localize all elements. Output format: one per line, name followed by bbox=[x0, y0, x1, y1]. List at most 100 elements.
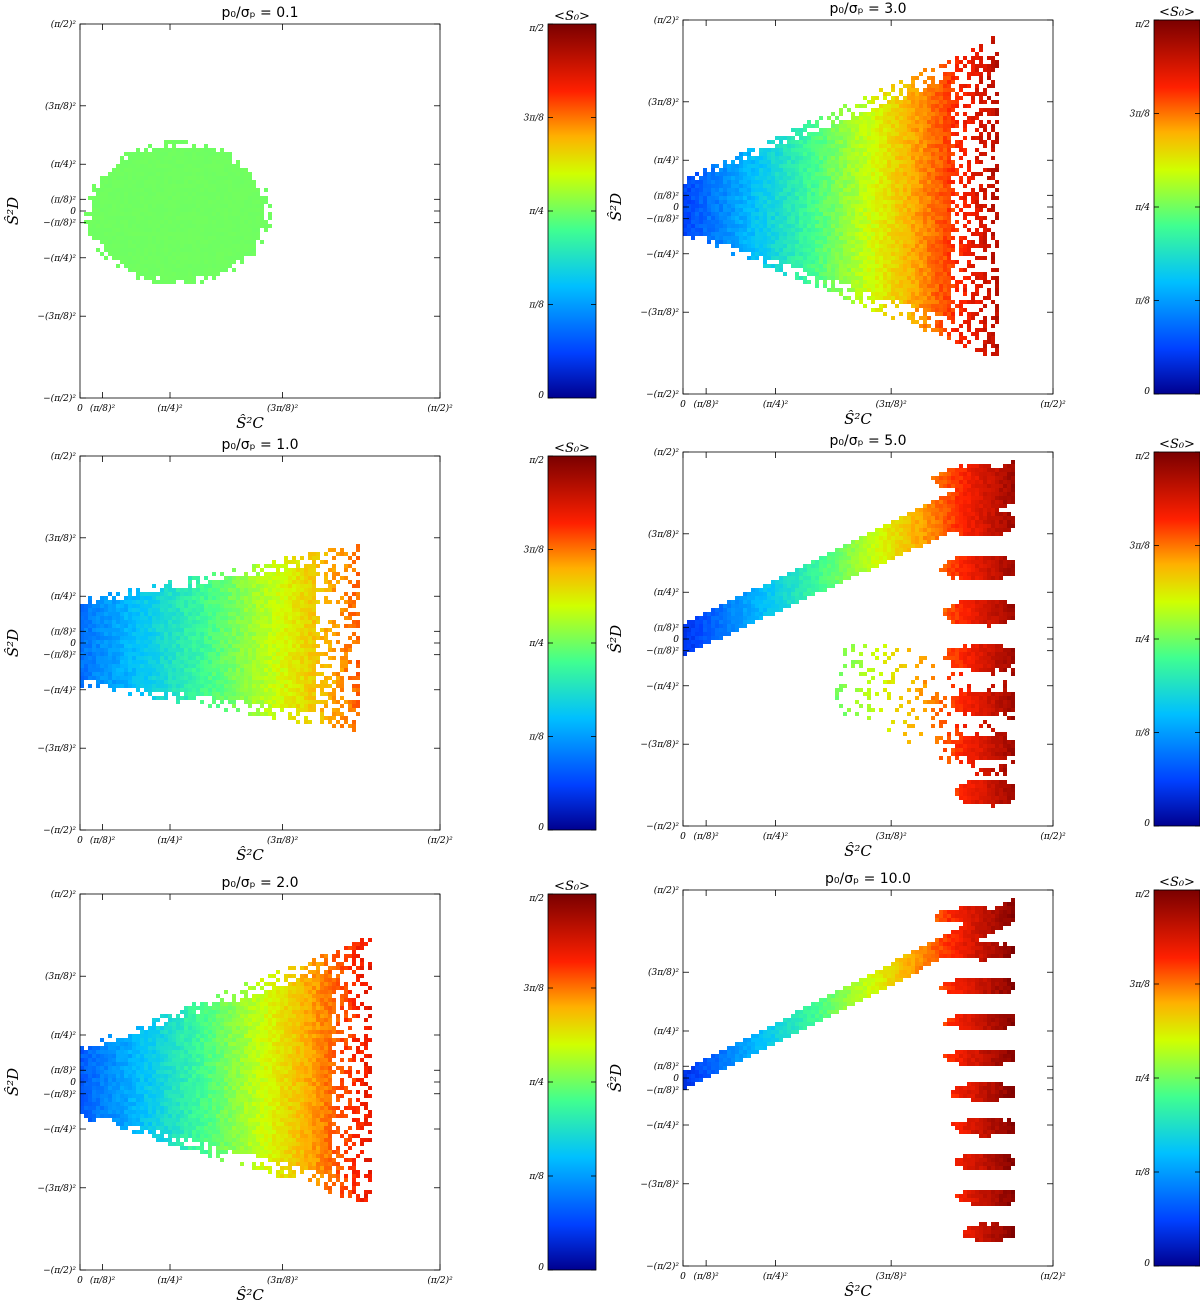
scatter-cell bbox=[763, 192, 767, 196]
scatter-cell bbox=[931, 104, 935, 108]
scatter-cell bbox=[799, 132, 803, 136]
scatter-cell bbox=[116, 652, 120, 656]
scatter-cell bbox=[995, 212, 999, 216]
scatter-cell bbox=[116, 188, 120, 192]
scatter-cell bbox=[232, 192, 236, 196]
scatter-cell bbox=[743, 240, 747, 244]
scatter-cell bbox=[224, 228, 228, 232]
scatter-cell bbox=[779, 180, 783, 184]
scatter-cell bbox=[939, 228, 943, 232]
scatter-cell bbox=[755, 168, 759, 172]
scatter-cell bbox=[891, 200, 895, 204]
scatter-cell bbox=[899, 216, 903, 220]
scatter-cell bbox=[923, 112, 927, 116]
scatter-cell bbox=[799, 212, 803, 216]
scatter-cell bbox=[204, 276, 208, 280]
scatter-cell bbox=[112, 228, 116, 232]
scatter-cell bbox=[751, 180, 755, 184]
scatter-cell bbox=[248, 172, 252, 176]
scatter-cell bbox=[819, 136, 823, 140]
scatter-cell bbox=[943, 236, 947, 240]
scatter-cell bbox=[863, 260, 867, 264]
scatter-cell bbox=[92, 608, 96, 612]
scatter-cell bbox=[923, 320, 927, 324]
scatter-cell bbox=[248, 216, 252, 220]
scatter-cell bbox=[943, 140, 947, 144]
scatter-cell bbox=[140, 200, 144, 204]
scatter-cell bbox=[136, 636, 140, 640]
scatter-cell bbox=[124, 252, 128, 256]
scatter-cell bbox=[116, 664, 120, 668]
scatter-cell bbox=[915, 224, 919, 228]
scatter-cell bbox=[132, 656, 136, 660]
scatter-cell bbox=[923, 104, 927, 108]
scatter-cell bbox=[116, 644, 120, 648]
scatter-cell bbox=[691, 236, 695, 240]
scatter-cell bbox=[819, 132, 823, 136]
scatter-cell bbox=[915, 264, 919, 268]
scatter-cell bbox=[156, 220, 160, 224]
scatter-cell bbox=[703, 216, 707, 220]
scatter-cell bbox=[851, 156, 855, 160]
scatter-cell bbox=[224, 268, 228, 272]
scatter-cell bbox=[232, 188, 236, 192]
scatter-cell bbox=[911, 176, 915, 180]
scatter-cell bbox=[180, 256, 184, 260]
scatter-cell bbox=[188, 268, 192, 272]
scatter-cell bbox=[252, 212, 256, 216]
scatter-cell bbox=[803, 176, 807, 180]
scatter-cell bbox=[823, 260, 827, 264]
scatter-cell bbox=[807, 212, 811, 216]
scatter-cell bbox=[108, 224, 112, 228]
scatter-cell bbox=[871, 188, 875, 192]
scatter-cell bbox=[180, 208, 184, 212]
scatter-cell bbox=[883, 188, 887, 192]
scatter-cell bbox=[923, 308, 927, 312]
scatter-cell bbox=[783, 204, 787, 208]
scatter-cell bbox=[975, 156, 979, 160]
colorbar-tick-label: 3π/8 bbox=[1130, 110, 1151, 120]
scatter-cell bbox=[959, 144, 963, 148]
scatter-cell bbox=[923, 296, 927, 300]
scatter-cell bbox=[867, 152, 871, 156]
scatter-cell bbox=[931, 124, 935, 128]
scatter-cell bbox=[807, 176, 811, 180]
scatter-cell bbox=[168, 608, 172, 612]
scatter-cell bbox=[819, 148, 823, 152]
scatter-cell bbox=[779, 176, 783, 180]
scatter-cell bbox=[180, 252, 184, 256]
scatter-cell bbox=[979, 216, 983, 220]
scatter-cell bbox=[967, 312, 971, 316]
scatter-cell bbox=[915, 280, 919, 284]
scatter-cell bbox=[843, 120, 847, 124]
scatter-cell bbox=[783, 228, 787, 232]
scatter-cell bbox=[899, 168, 903, 172]
scatter-cell bbox=[983, 108, 987, 112]
scatter-cell bbox=[827, 172, 831, 176]
scatter-cell bbox=[799, 144, 803, 148]
scatter-cell bbox=[827, 220, 831, 224]
scatter-cell bbox=[96, 600, 100, 604]
scatter-cell bbox=[152, 620, 156, 624]
scatter-cell bbox=[975, 204, 979, 208]
scatter-cell bbox=[939, 180, 943, 184]
scatter-cell bbox=[835, 172, 839, 176]
scatter-cell bbox=[152, 644, 156, 648]
scatter-cell bbox=[935, 132, 939, 136]
scatter-cell bbox=[703, 220, 707, 224]
scatter-cell bbox=[180, 668, 184, 672]
scatter-cell bbox=[879, 208, 883, 212]
scatter-cell bbox=[144, 164, 148, 168]
scatter-cell bbox=[743, 248, 747, 252]
scatter-cell bbox=[851, 180, 855, 184]
scatter-cell bbox=[855, 264, 859, 268]
scatter-cell bbox=[783, 236, 787, 240]
scatter-cell bbox=[799, 220, 803, 224]
scatter-cell bbox=[791, 180, 795, 184]
scatter-cell bbox=[160, 248, 164, 252]
scatter-cell bbox=[927, 128, 931, 132]
scatter-cell bbox=[843, 168, 847, 172]
scatter-cell bbox=[192, 208, 196, 212]
scatter-cell bbox=[735, 228, 739, 232]
scatter-cell bbox=[827, 192, 831, 196]
